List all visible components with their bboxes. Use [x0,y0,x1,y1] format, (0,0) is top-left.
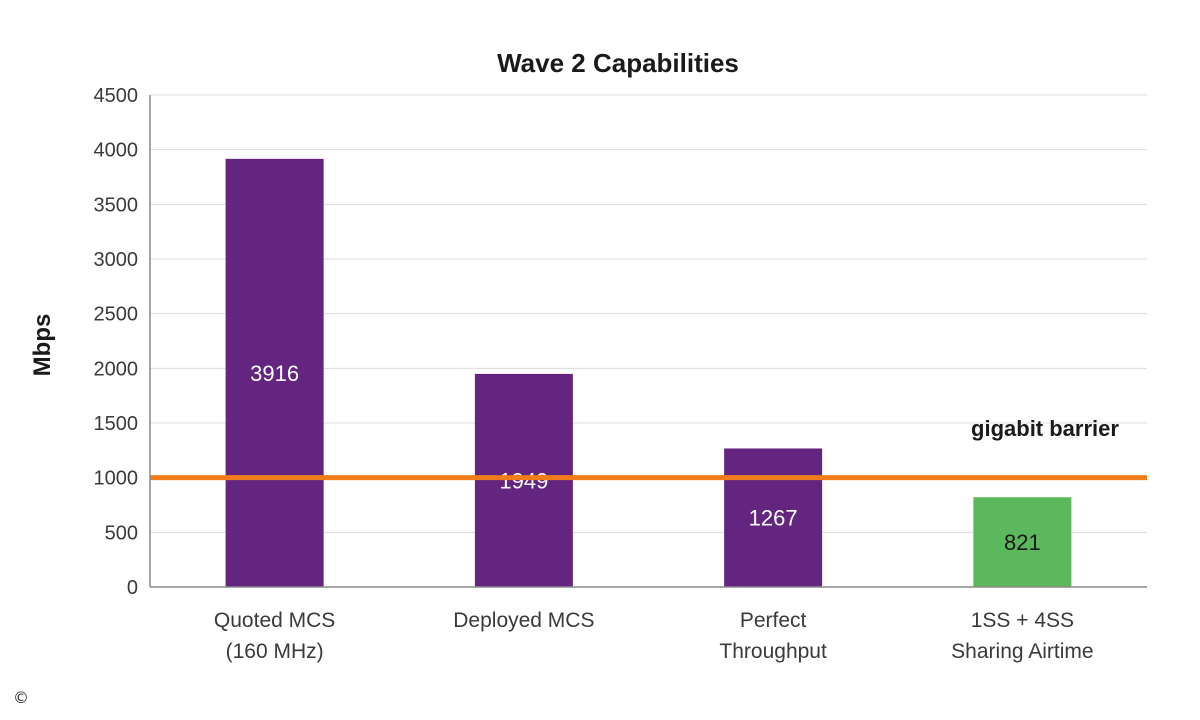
y-tick-label: 3500 [94,194,139,216]
bar [225,158,324,588]
reference-line-layer: gigabit barrier [150,416,1147,481]
bar [724,448,823,587]
y-tick-label: 3000 [94,249,139,271]
y-tick-labels: 0 500 1000 1500 2000 2500 3000 3500 4000 4500 [94,85,139,599]
x-category-label: Sharing Airtime [951,640,1093,663]
y-tick-label: 2000 [94,358,139,380]
y-tick-label: 4000 [94,140,139,162]
x-category-label: (160 MHz) [226,640,324,663]
y-axis-label: Mbps [29,314,56,377]
y-tick-label: 0 [127,577,138,599]
y-tick-label: 1000 [94,468,139,490]
bar [474,373,573,587]
y-tick-label: 4500 [94,85,139,107]
x-category-label: Perfect [740,609,807,632]
bar-value-label: 3916 [250,361,299,386]
bars: 3916 1949 1267 821 [225,158,1072,588]
bar-value-label: 821 [1004,530,1041,555]
x-category-label: Quoted MCS [214,609,335,632]
bar-value-label: 1267 [749,506,798,531]
y-tick-label: 500 [105,522,138,544]
bar-value-label: 1949 [499,468,548,493]
x-category-labels: Quoted MCS (160 MHz) Deployed MCS Perfect Th… [214,609,1094,663]
copyright-icon: © [13,687,29,707]
x-category-label: Deployed MCS [453,609,594,632]
y-tick-label: 1500 [94,413,139,435]
chart-title: Wave 2 Capabilities [497,48,739,78]
x-category-label: Throughput [719,640,827,663]
gigabit-barrier-annotation: gigabit barrier [971,416,1119,441]
x-category-label: 1SS + 4SS [971,609,1074,632]
bar [973,497,1072,587]
y-tick-label: 2500 [94,304,139,326]
